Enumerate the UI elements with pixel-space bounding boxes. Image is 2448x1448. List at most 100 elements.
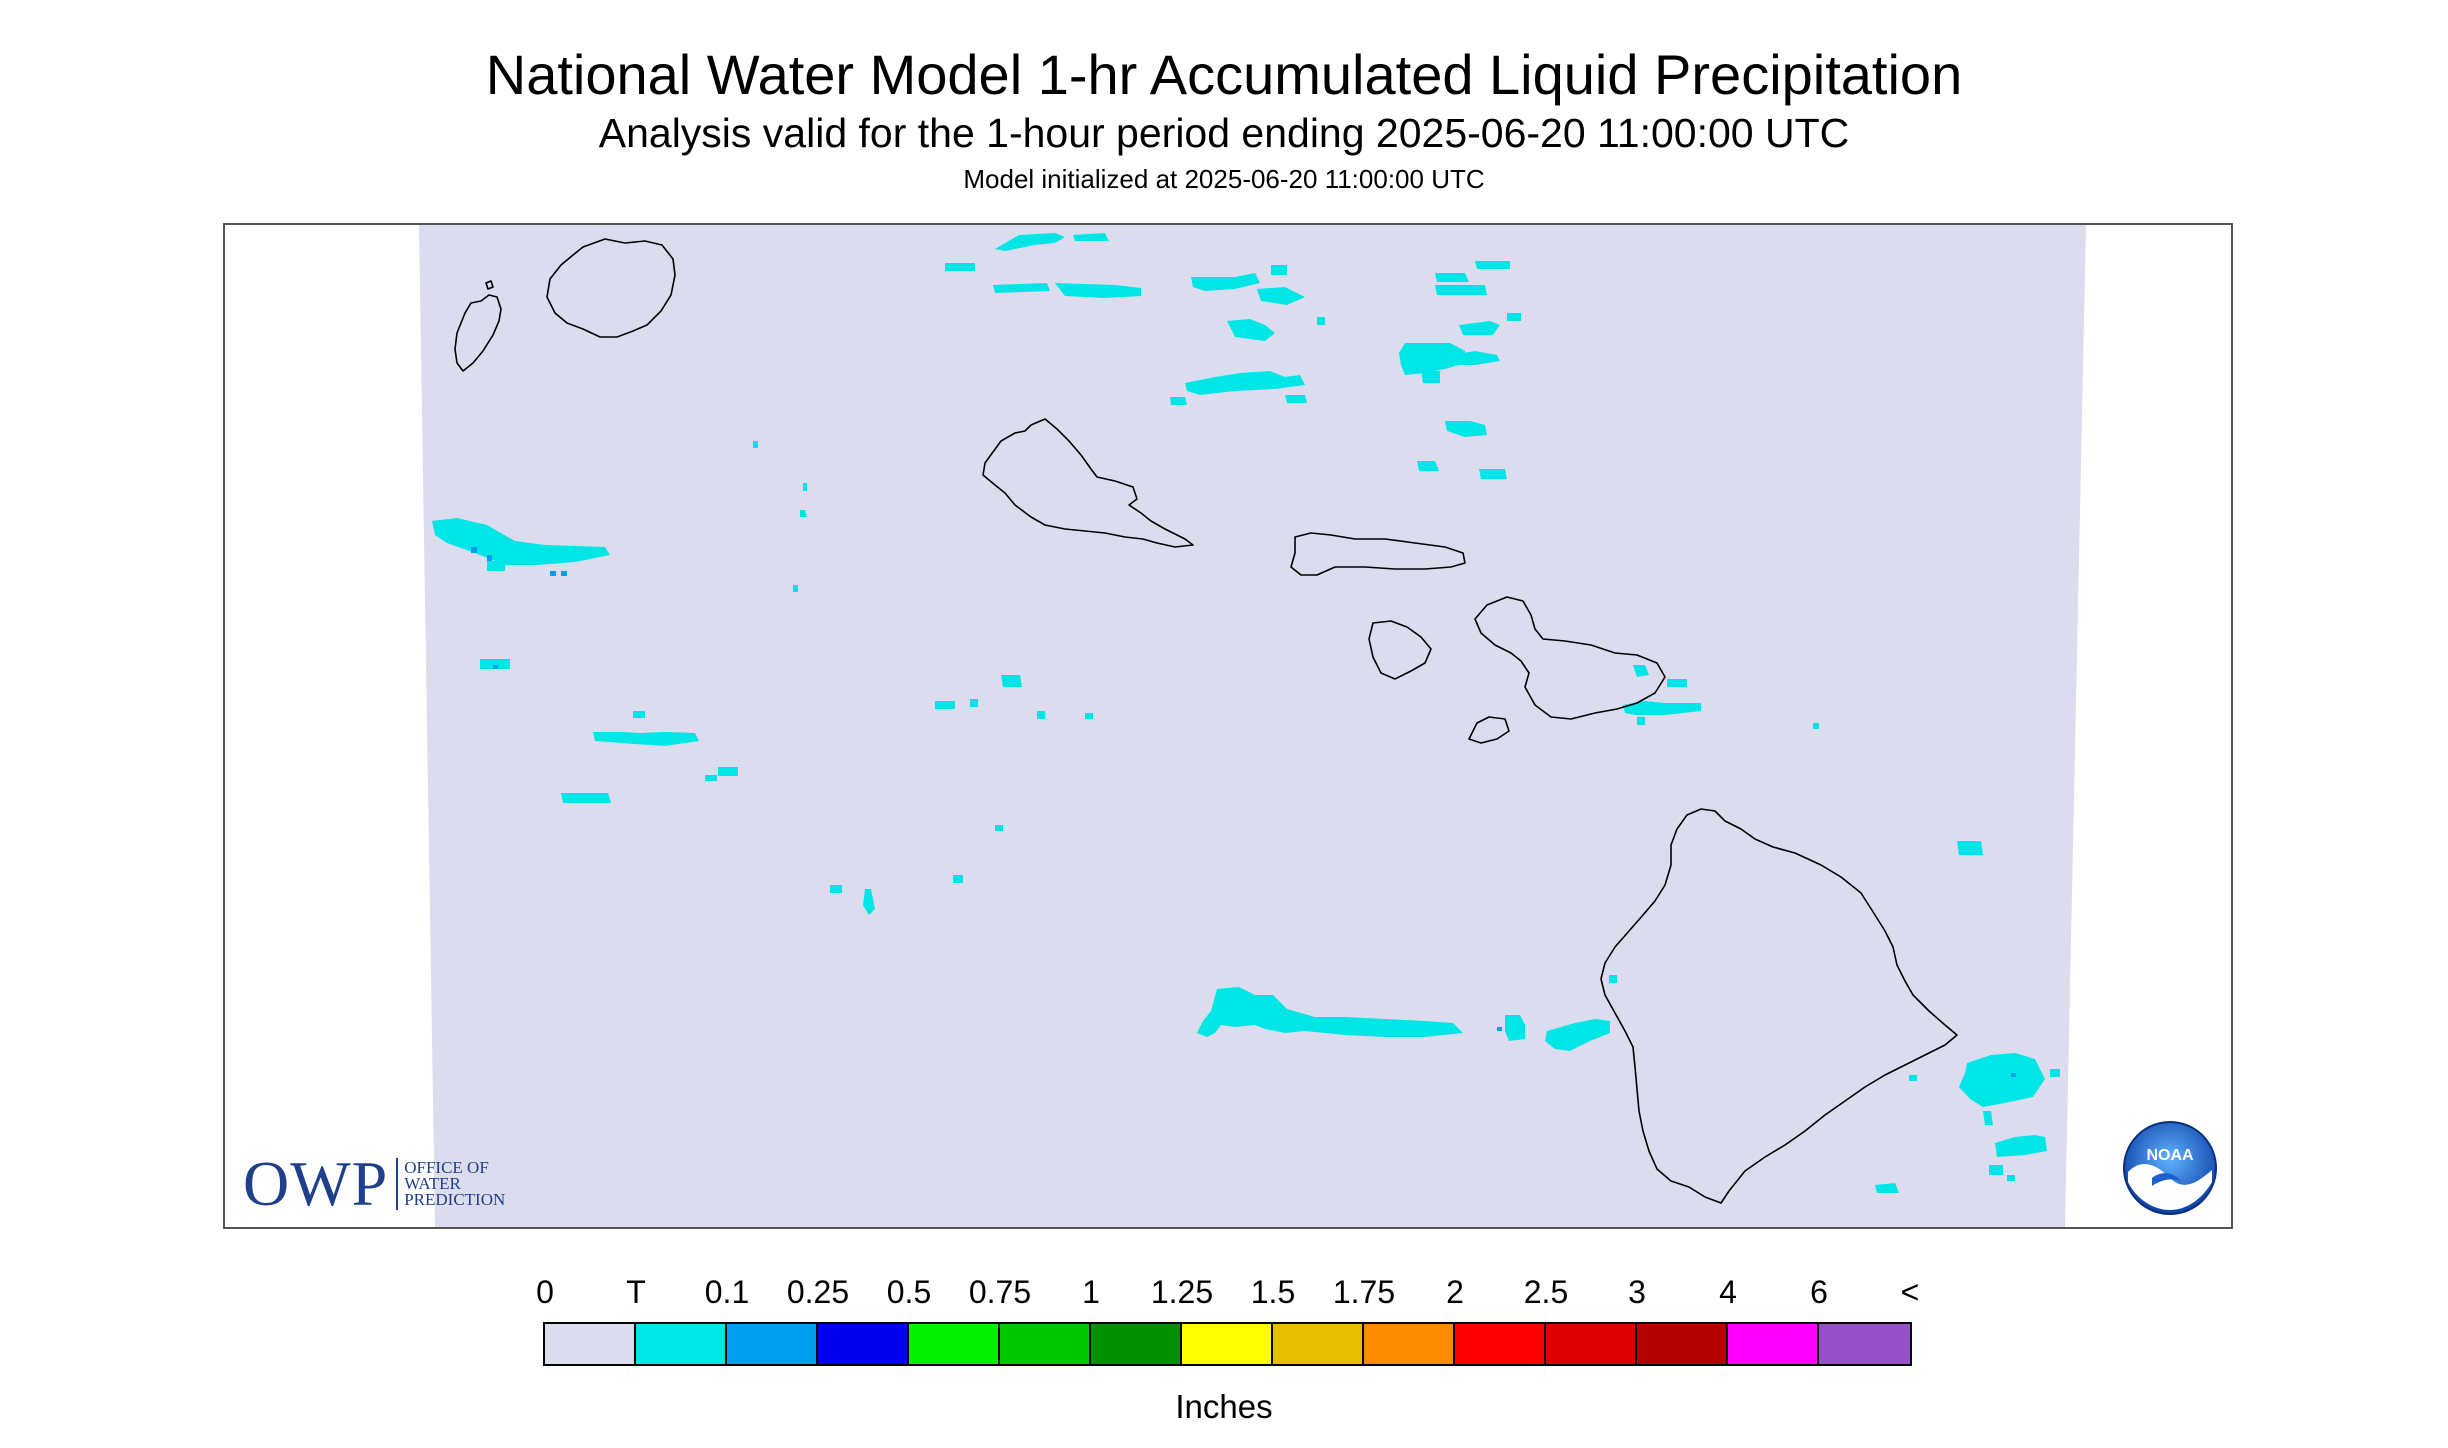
precip-area <box>753 441 758 448</box>
island-lanai <box>1368 620 1432 680</box>
precip-area <box>1479 469 1507 479</box>
legend-swatch <box>1819 1324 1910 1364</box>
legend-swatch <box>636 1324 727 1364</box>
precip-area <box>1507 313 1521 321</box>
legend-tick-label: 6 <box>1810 1274 1828 1310</box>
precip-area <box>995 825 1003 831</box>
legend-tick-label: 0 <box>536 1274 554 1310</box>
legend-swatch <box>1000 1324 1091 1364</box>
owp-logo-mark: OWP <box>243 1148 389 1219</box>
legend-tick-label: 2 <box>1446 1274 1464 1310</box>
island-kahoolawe <box>1468 716 1510 744</box>
owp-logo-line: WATER <box>404 1174 461 1193</box>
precip-area <box>970 699 978 707</box>
legend-swatch <box>1273 1324 1364 1364</box>
precip-area <box>1983 1111 1993 1125</box>
precip-area <box>1959 1053 2045 1107</box>
precip-area <box>1257 287 1305 305</box>
island-lehua <box>485 280 494 290</box>
precip-area <box>1451 351 1500 365</box>
owp-logo-line: OFFICE OF <box>404 1158 489 1177</box>
precip-area <box>432 518 610 565</box>
noaa-emblem-icon: NOAA <box>2123 1121 2217 1215</box>
precip-area <box>1957 841 1983 855</box>
precip-area <box>1435 273 1469 282</box>
owp-logo-text: OFFICE OF WATER PREDICTION <box>404 1158 505 1208</box>
precip-area <box>1191 273 1260 291</box>
precip-area <box>2007 1175 2015 1181</box>
model-domain <box>419 225 2086 1227</box>
legend-swatch <box>909 1324 1000 1364</box>
legend-tick-label: 4 <box>1719 1274 1737 1310</box>
precip-area <box>800 510 807 517</box>
precip-area <box>1909 1075 1917 1081</box>
precip-area <box>1475 261 1510 269</box>
chart-title: National Water Model 1-hr Accumulated Li… <box>485 43 1963 106</box>
island-hawaii <box>1600 808 1958 1204</box>
legend-tick-label: 0.1 <box>704 1274 750 1310</box>
legend-swatch <box>1728 1324 1819 1364</box>
precip-cell <box>561 571 567 576</box>
legend-tick-label: 2.5 <box>1523 1274 1569 1310</box>
precip-cell <box>471 547 477 553</box>
island-oahu <box>982 418 1194 548</box>
island-kauai <box>546 238 676 338</box>
precip-area <box>1623 701 1701 715</box>
precip-area <box>1037 711 1045 719</box>
precip-area <box>487 561 505 571</box>
legend-tick-label: 1.5 <box>1250 1274 1296 1310</box>
precip-area <box>1813 723 1819 729</box>
precip-light-areas <box>471 547 2016 1077</box>
precip-area <box>945 263 975 271</box>
precip-area <box>1545 1019 1610 1051</box>
precip-area <box>1421 371 1440 383</box>
precip-area <box>1667 679 1687 687</box>
precip-area <box>1609 975 1617 983</box>
precip-area <box>830 885 842 893</box>
precip-area <box>803 483 807 491</box>
legend-colorbar <box>543 1322 1912 1366</box>
precip-area <box>1227 319 1275 341</box>
legend-units: Inches <box>1175 1388 1273 1425</box>
precip-area <box>480 659 510 669</box>
precip-area <box>593 732 699 746</box>
precip-cell <box>1497 1027 1502 1031</box>
precip-area <box>1399 343 1465 375</box>
legend-tick-labels: 0 T 0.1 0.25 0.5 0.75 1 1.25 1.5 1.75 2 2.5 3 4 6 < <box>0 1274 2448 1314</box>
precip-trace-areas <box>432 233 2060 1193</box>
precip-area <box>993 283 1050 293</box>
model-init-text: Model initialized at 2025-06-20 11:00:00… <box>963 164 1485 194</box>
legend-tick-label: 0.25 <box>786 1274 850 1310</box>
precip-area <box>561 793 611 803</box>
precip-cell <box>487 555 492 561</box>
precip-cell <box>550 571 556 576</box>
legend-swatch <box>1455 1324 1546 1364</box>
legend-swatch <box>727 1324 818 1364</box>
legend-swatch <box>1637 1324 1728 1364</box>
legend-swatch <box>1182 1324 1273 1364</box>
precip-area <box>718 767 738 776</box>
island-niihau <box>454 294 502 372</box>
coastlines <box>454 238 1958 1204</box>
legend-swatch <box>1364 1324 1455 1364</box>
legend-tick-label: 3 <box>1628 1274 1646 1310</box>
map-canvas <box>419 225 2086 1227</box>
precip-area <box>1197 987 1463 1037</box>
precip-area <box>1073 233 1109 241</box>
legend-tick-label: T <box>626 1274 646 1310</box>
legend-tick-label: 1 <box>1082 1274 1100 1310</box>
precip-area <box>1170 397 1187 405</box>
legend-tick-label: < <box>1900 1274 1920 1310</box>
legend-swatch <box>545 1324 636 1364</box>
precipitation-map: OWP OFFICE OF WATER PREDICTION NOAA <box>223 223 2233 1229</box>
legend-tick-label: 1.75 <box>1332 1274 1396 1310</box>
owp-logo: OWP OFFICE OF WATER PREDICTION <box>243 1147 505 1221</box>
precip-area <box>1875 1183 1899 1193</box>
precip-area <box>1633 665 1649 677</box>
precip-area <box>1185 371 1305 395</box>
precip-area <box>633 711 645 718</box>
precip-area <box>1505 1015 1525 1041</box>
precip-area <box>1435 285 1487 295</box>
legend-tick-label: 0.75 <box>968 1274 1032 1310</box>
legend-tick-label: 0.5 <box>886 1274 932 1310</box>
